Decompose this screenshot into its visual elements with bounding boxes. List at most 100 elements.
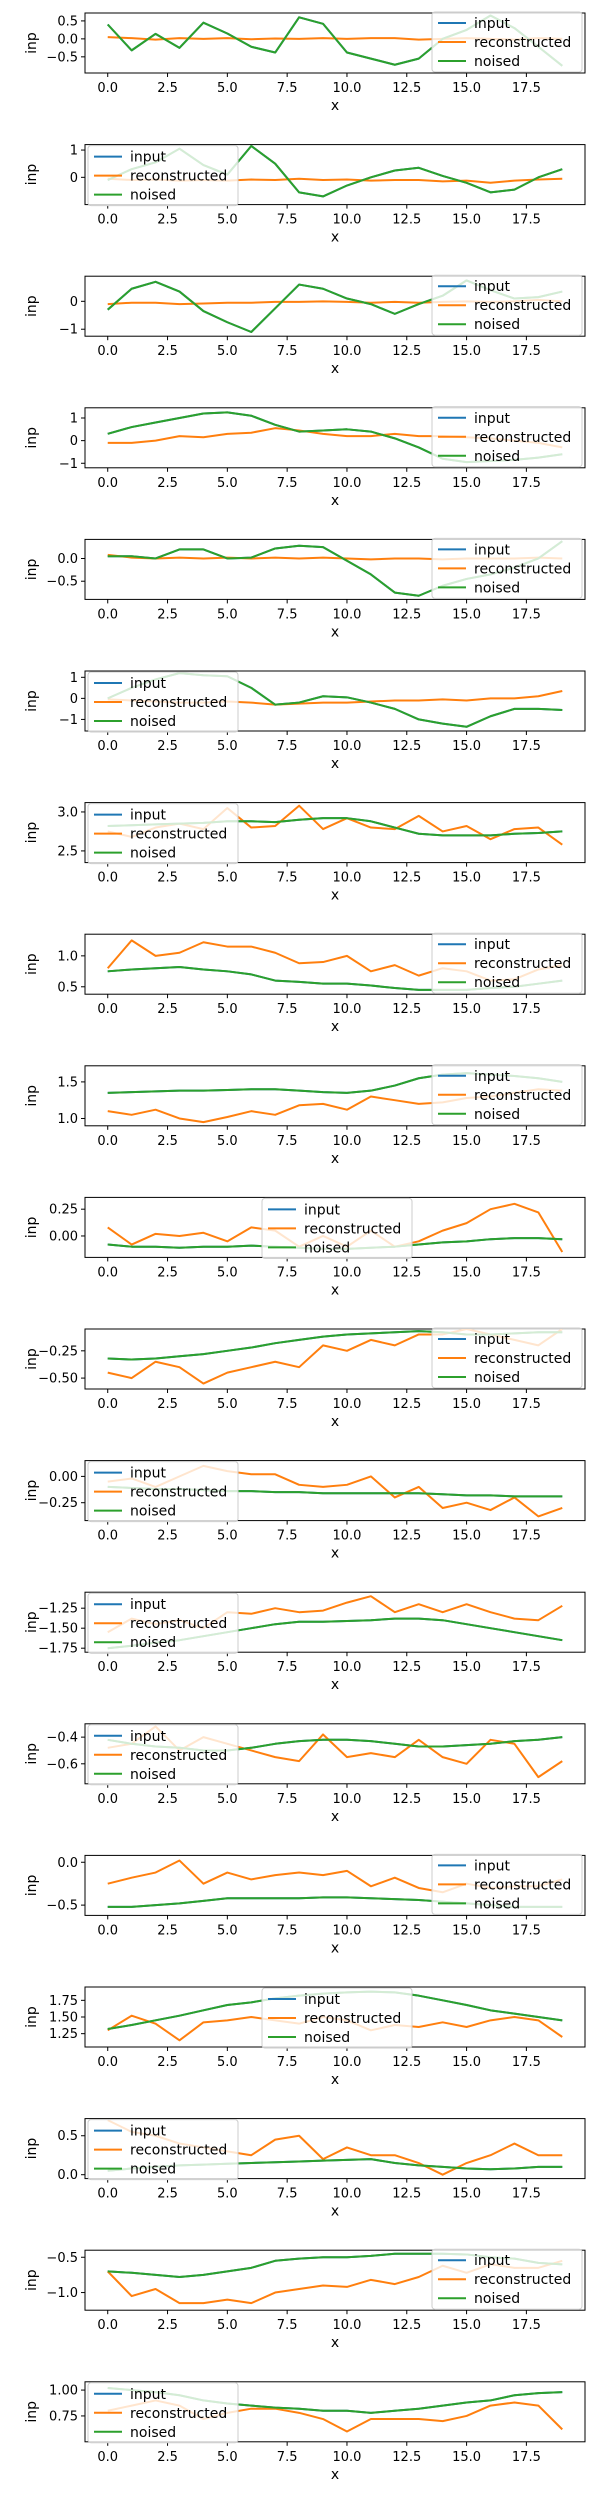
x-tick-label: 17.5: [512, 607, 541, 622]
x-tick-label: 17.5: [512, 1134, 541, 1149]
axes-frame: [84, 2118, 586, 2180]
x-tick-label: 10.0: [332, 81, 361, 96]
x-axis-label: x: [331, 1414, 339, 1430]
legend: input reconstructed noised: [431, 1327, 583, 1389]
x-tick-label: 12.5: [392, 2055, 421, 2070]
legend-label-input: input: [474, 1858, 511, 1874]
legend-label-reconstructed: reconstructed: [130, 1485, 227, 1501]
legend-label-reconstructed: reconstructed: [130, 827, 227, 843]
y-axis-label: inp: [24, 2006, 40, 2028]
x-tick-label: 12.5: [392, 1529, 421, 1544]
legend-label-reconstructed: reconstructed: [474, 1088, 571, 1104]
legend-label-reconstructed: reconstructed: [304, 2011, 401, 2027]
x-tick-label: 0.0: [97, 1529, 118, 1544]
legend-frame: [261, 1987, 413, 2049]
legend-label-noised: noised: [130, 188, 176, 204]
x-tick-label: 2.5: [157, 2318, 178, 2333]
x-tick-label: 17.5: [512, 1265, 541, 1280]
x-tick-label: 5.0: [217, 1134, 238, 1149]
chart-panel-18: 0.0 2.5 5.0 7.5 10.0 12.5 15.0 17.5 −0.5 −1.0 x inp…: [24, 2248, 586, 2351]
legend-label-input: input: [130, 1466, 167, 1482]
y-tick-label: 0.0: [57, 2168, 78, 2183]
x-tick-label: 2.5: [157, 871, 178, 886]
x-tick-label: 17.5: [512, 2187, 541, 2202]
legend: input reconstructed noised: [87, 2382, 239, 2444]
x-tick-label: 0.0: [97, 1265, 118, 1280]
legend-frame: [87, 803, 239, 865]
legend-frame: [87, 145, 239, 207]
y-tick-label: 0.0: [57, 1856, 78, 1871]
legend: input reconstructed noised: [261, 1987, 413, 2049]
legend-label-reconstructed: reconstructed: [130, 1748, 227, 1764]
legend-frame: [431, 406, 583, 468]
x-axis-label: x: [331, 1019, 339, 1035]
x-tick-label: 2.5: [157, 739, 178, 754]
x-tick-label: 17.5: [512, 2055, 541, 2070]
legend-label-input: input: [130, 1597, 167, 1613]
legend-frame: [87, 1461, 239, 1523]
x-tick-label: 15.0: [452, 1134, 481, 1149]
x-tick-label: 15.0: [452, 476, 481, 491]
x-tick-label: 10.0: [332, 1660, 361, 1675]
x-tick-label: 0.0: [97, 1002, 118, 1017]
legend-label-input: input: [130, 150, 167, 166]
x-tick-label: 10.0: [332, 213, 361, 228]
x-tick-label: 0.0: [97, 1792, 118, 1807]
x-tick-label: 15.0: [452, 1002, 481, 1017]
y-tick-label: 1: [70, 411, 78, 426]
legend-label-noised: noised: [304, 2030, 350, 2046]
legend: input reconstructed noised: [431, 406, 583, 468]
legend: input reconstructed noised: [431, 274, 583, 336]
axes-frame: [84, 670, 586, 732]
legend-label-reconstructed: reconstructed: [474, 2272, 571, 2288]
y-tick-label: −0.5: [46, 575, 78, 590]
legend: input reconstructed noised: [431, 11, 583, 73]
axes-frame: [84, 933, 586, 995]
x-tick-label: 15.0: [452, 1397, 481, 1412]
x-tick-label: 10.0: [332, 2055, 361, 2070]
x-tick-label: 2.5: [157, 1134, 178, 1149]
y-axis-label: inp: [24, 822, 40, 844]
x-axis-label: x: [331, 98, 339, 114]
x-tick-label: 7.5: [277, 344, 298, 359]
axes-frame: [84, 1723, 586, 1785]
x-tick-label: 15.0: [452, 2055, 481, 2070]
x-axis-label: x: [331, 493, 339, 509]
chart-panel-11: 0.0 2.5 5.0 7.5 10.0 12.5 15.0 17.5 −0.25 −0.50 x i…: [24, 1327, 586, 1430]
legend-label-input: input: [130, 676, 167, 692]
y-tick-label: 0.0: [57, 32, 78, 47]
legend-label-input: input: [130, 2124, 167, 2140]
y-tick-label: 0: [70, 692, 78, 707]
x-tick-label: 0.0: [97, 739, 118, 754]
y-tick-label: −0.5: [46, 2251, 78, 2266]
x-tick-label: 10.0: [332, 1397, 361, 1412]
x-tick-label: 17.5: [512, 1002, 541, 1017]
chart-panel-3: 0.0 2.5 5.0 7.5 10.0 12.5 15.0 17.5 0 −1 x inp input…: [24, 274, 586, 377]
x-tick-label: 5.0: [217, 213, 238, 228]
y-axis-label: inp: [24, 32, 40, 54]
legend-label-noised: noised: [474, 317, 520, 333]
x-axis-label: x: [331, 756, 339, 772]
x-axis-label: x: [331, 2467, 339, 2483]
y-tick-label: 0.25: [49, 1203, 78, 1218]
y-tick-label: 1.25: [49, 2027, 78, 2042]
legend-label-noised: noised: [474, 1370, 520, 1386]
x-axis-label: x: [331, 2335, 339, 2351]
legend-frame: [431, 11, 583, 73]
chart-panel-8: 0.0 2.5 5.0 7.5 10.0 12.5 15.0 17.5 1.0 0.5 x inp in…: [24, 932, 586, 1035]
x-tick-label: 0.0: [97, 1397, 118, 1412]
axes-frame: [84, 1854, 586, 1916]
x-tick-label: 12.5: [392, 476, 421, 491]
legend-label-input: input: [474, 2253, 511, 2269]
x-tick-label: 17.5: [512, 1923, 541, 1938]
x-tick-label: 7.5: [277, 1660, 298, 1675]
x-tick-label: 7.5: [277, 81, 298, 96]
y-axis-label: inp: [24, 164, 40, 186]
x-tick-label: 10.0: [332, 1134, 361, 1149]
chart-panel-7: 0.0 2.5 5.0 7.5 10.0 12.5 15.0 17.5 3.0 2.5 x inp in…: [24, 802, 586, 904]
legend-label-input: input: [474, 937, 511, 953]
x-tick-label: 15.0: [452, 81, 481, 96]
x-tick-label: 0.0: [97, 213, 118, 228]
x-tick-label: 12.5: [392, 871, 421, 886]
